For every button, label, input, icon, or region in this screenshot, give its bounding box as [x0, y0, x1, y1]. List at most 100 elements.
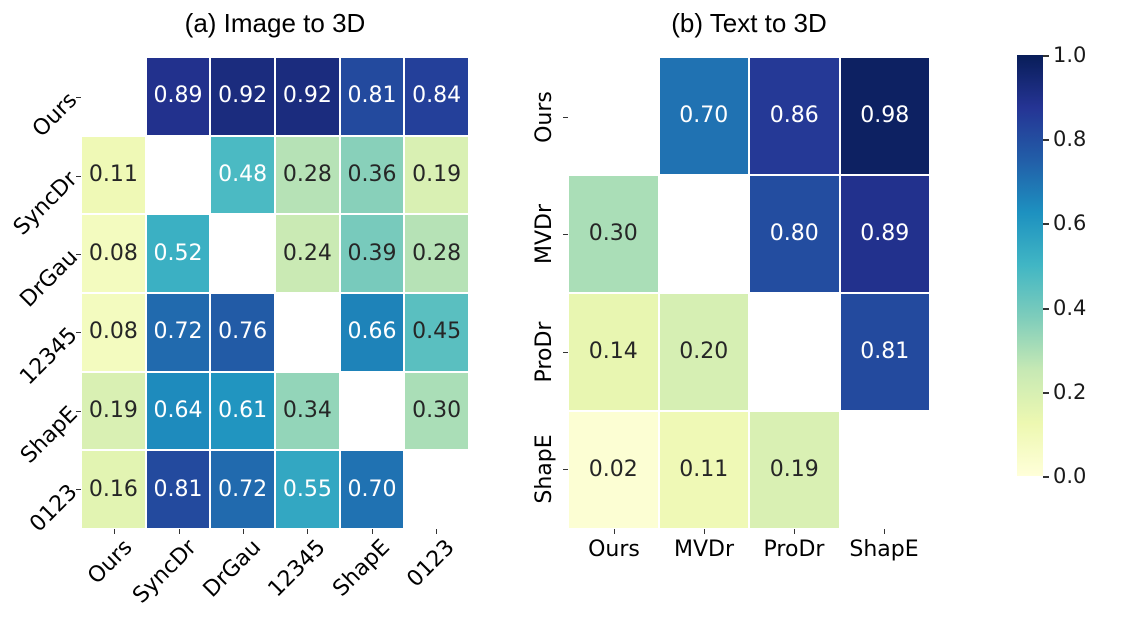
heatmap-cell: 0.08	[82, 293, 145, 371]
cell-value: 0.20	[679, 339, 729, 364]
x-axis-tick	[884, 529, 885, 534]
heatmap-cell: 0.89	[146, 58, 210, 135]
cell-value: 0.55	[282, 476, 332, 502]
cell-value: 0.16	[88, 476, 138, 502]
x-tick-label: DrGau	[198, 535, 267, 603]
x-axis-tick	[704, 529, 705, 534]
colorbar-tick	[1043, 391, 1049, 394]
cell-value: 0.28	[412, 240, 462, 266]
cell-value: 0.81	[153, 476, 203, 502]
heatmap-cell: 0.16	[82, 451, 145, 528]
cell-value: 0.19	[769, 457, 819, 482]
y-tick-label: ShapE	[15, 401, 83, 468]
y-tick-label: SyncDr	[8, 166, 83, 240]
cell-value: 0.76	[218, 319, 268, 345]
heatmap-cell: 0.28	[405, 215, 468, 292]
cell-value: 0.30	[588, 221, 638, 246]
heatmap-cell-masked	[82, 58, 145, 135]
panel-a-title: (a) Image to 3D	[184, 8, 366, 38]
heatmap-cell-masked	[659, 176, 748, 292]
cell-value: 0.08	[88, 319, 138, 345]
heatmap-cell: 0.72	[211, 451, 274, 528]
heatmap-cell: 0.64	[146, 372, 210, 450]
heatmap-cell: 0.86	[750, 58, 839, 174]
x-axis-tick	[614, 529, 615, 534]
colorbar-tick-label: 0.4	[1053, 295, 1087, 320]
colorbar	[1017, 55, 1043, 476]
heatmap-cell: 0.81	[840, 294, 929, 410]
heatmap-cell: 0.19	[82, 372, 145, 450]
cell-value: 0.14	[588, 339, 638, 364]
y-tick-label: MVDr	[532, 204, 557, 265]
y-axis-tick	[76, 488, 81, 490]
heatmap-cell: 0.72	[146, 293, 210, 371]
colorbar-tick	[1043, 139, 1049, 142]
cell-value: 0.08	[88, 240, 138, 266]
heatmap-cell: 0.66	[340, 293, 404, 371]
y-tick-label: Ours	[532, 90, 557, 143]
colorbar-tick	[1043, 55, 1049, 57]
x-tick-label: ShapE	[328, 535, 396, 602]
cell-value: 0.39	[347, 240, 397, 266]
cell-value: 0.89	[153, 83, 203, 109]
heatmap-cell: 0.30	[569, 176, 658, 292]
heatmap-cell: 0.70	[340, 451, 404, 528]
x-tick-label: Ours	[588, 537, 640, 562]
colorbar-tick	[1043, 307, 1049, 310]
heatmap-cell: 0.55	[276, 451, 339, 528]
heatmap-cell: 0.02	[569, 412, 658, 528]
heatmap-text-to-3d: 0.70 0.86 0.98 0.30 0.80 0.89 0.14 0.20 0.81 0.02…	[569, 58, 929, 528]
x-axis-tick	[435, 529, 437, 534]
x-axis-tick	[114, 529, 116, 534]
heatmap-cell: 0.70	[659, 58, 748, 174]
cell-value: 0.70	[347, 476, 397, 502]
x-axis-tick	[178, 529, 180, 534]
heatmap-cell-masked	[146, 136, 210, 214]
y-tick-label: 0123	[25, 479, 83, 537]
y-tick-label: ShapE	[532, 434, 557, 504]
heatmap-cell: 0.61	[211, 372, 274, 450]
cell-value: 0.28	[282, 161, 332, 187]
colorbar-tick-label: 1.0	[1053, 43, 1087, 67]
heatmap-cell: 0.52	[146, 215, 210, 292]
x-axis-tick	[794, 529, 795, 534]
heatmap-cell-masked	[276, 293, 339, 371]
y-axis-tick	[563, 116, 568, 118]
y-tick-label: ProDr	[532, 321, 557, 383]
cell-value: 0.81	[347, 83, 397, 109]
x-tick-label: ShapE	[849, 537, 919, 562]
y-axis-tick	[76, 253, 81, 255]
heatmap-cell-masked	[211, 215, 274, 292]
colorbar-tick-label: 0.6	[1053, 211, 1087, 236]
heatmap-cell: 0.48	[211, 136, 274, 214]
heatmap-cell: 0.24	[276, 215, 339, 292]
heatmap-cell: 0.92	[211, 58, 274, 135]
cell-value: 0.30	[412, 397, 462, 423]
y-axis-tick	[563, 469, 568, 471]
heatmap-cell-masked	[340, 372, 404, 450]
y-tick-label: 12345	[15, 322, 83, 391]
cell-value: 0.98	[860, 103, 910, 128]
heatmap-cell: 0.34	[276, 372, 339, 450]
heatmap-cell: 0.39	[340, 215, 404, 292]
heatmap-cell: 0.30	[405, 372, 468, 450]
heatmap-cell: 0.81	[340, 58, 404, 135]
x-tick-label: ProDr	[763, 537, 825, 562]
heatmap-cell: 0.36	[340, 136, 404, 214]
heatmap-cell-masked	[569, 58, 658, 174]
heatmap-cell-masked	[750, 294, 839, 410]
x-tick-label: 12345	[263, 535, 331, 603]
cell-value: 0.36	[347, 161, 397, 187]
cell-value: 0.92	[282, 83, 332, 109]
cell-value: 0.86	[769, 103, 819, 128]
cell-value: 0.02	[588, 457, 638, 482]
heatmap-cell: 0.28	[276, 136, 339, 214]
x-axis-tick	[371, 529, 373, 534]
heatmap-cell: 0.11	[659, 412, 748, 528]
x-tick-label: SyncDr	[128, 535, 203, 609]
cell-value: 0.72	[153, 319, 203, 345]
x-tick-label: 0123	[402, 535, 460, 593]
cell-value: 0.72	[218, 476, 268, 502]
y-axis-tick	[76, 332, 81, 334]
